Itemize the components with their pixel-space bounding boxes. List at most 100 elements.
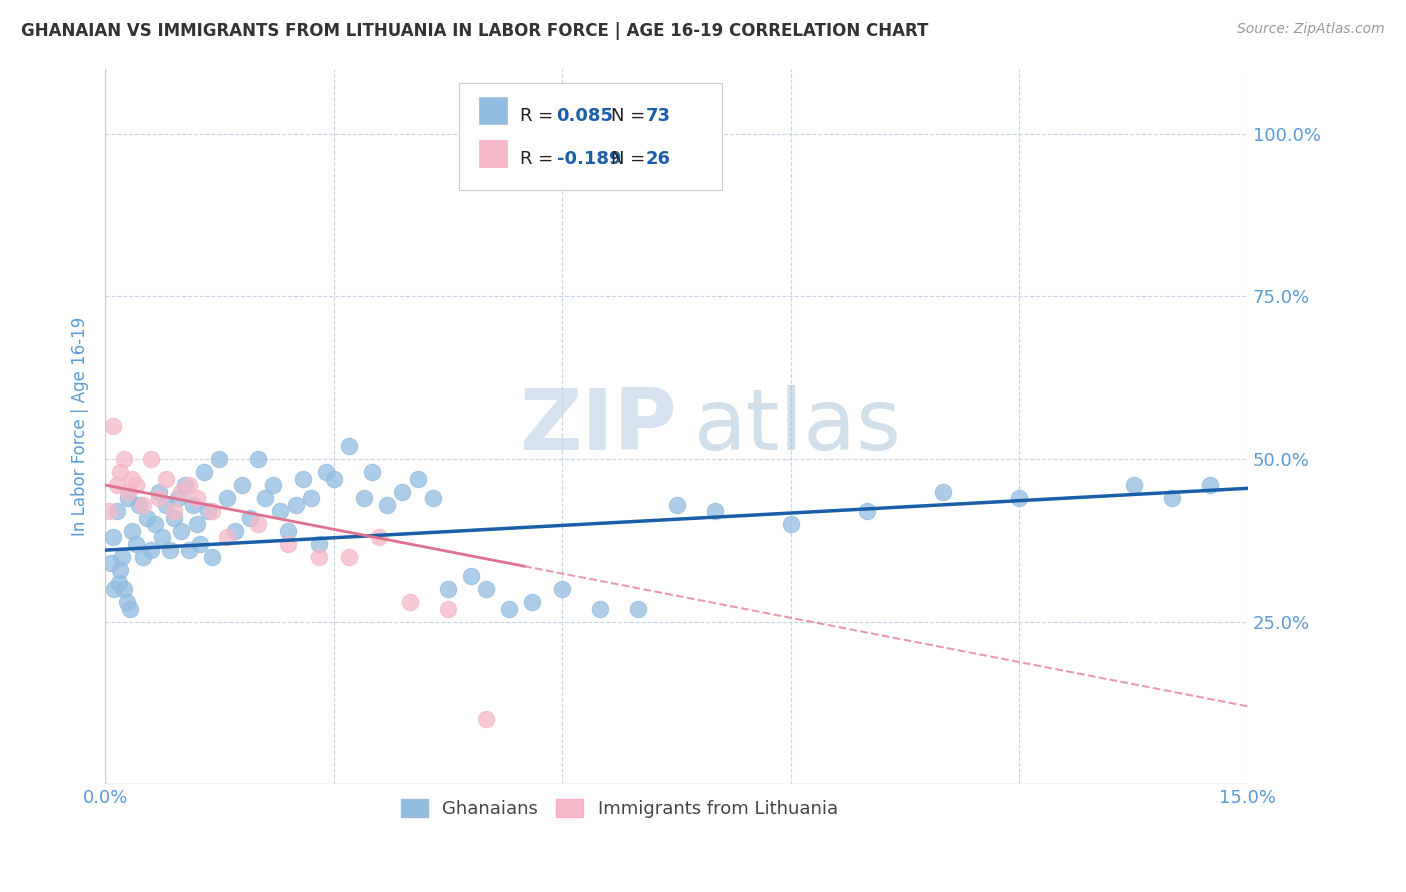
Point (277, 524, 299, 538)
FancyBboxPatch shape (479, 140, 508, 168)
Point (406, 471, 429, 485)
Point (170, 524, 193, 538)
Point (308, 549, 330, 564)
Point (115, 595, 138, 609)
Point (856, 504, 879, 518)
FancyBboxPatch shape (460, 83, 723, 190)
Y-axis label: In Labor Force | Age 16-19: In Labor Force | Age 16-19 (72, 317, 89, 536)
Point (284, 498, 307, 512)
Point (197, 504, 219, 518)
Point (132, 498, 155, 512)
Point (224, 524, 246, 538)
Point (190, 536, 212, 550)
Point (308, 536, 330, 550)
Point (360, 465, 382, 479)
Text: N =: N = (612, 150, 651, 168)
Point (551, 582, 574, 597)
Point (125, 536, 148, 550)
Point (121, 471, 143, 485)
Point (217, 530, 239, 544)
Point (136, 510, 159, 524)
Point (177, 543, 200, 558)
Text: ZIP: ZIP (519, 385, 676, 468)
Point (193, 465, 215, 479)
Text: -0.189: -0.189 (557, 150, 621, 168)
Point (299, 491, 322, 505)
Point (112, 452, 135, 467)
Point (322, 471, 344, 485)
Point (460, 569, 482, 583)
Point (665, 498, 688, 512)
Point (208, 452, 231, 467)
Point (231, 478, 253, 492)
Point (111, 549, 134, 564)
Point (148, 491, 170, 505)
Point (422, 491, 444, 505)
Point (155, 498, 177, 512)
Point (100, 556, 122, 570)
Point (132, 549, 155, 564)
Text: 0.085: 0.085 (557, 107, 613, 125)
Point (337, 549, 360, 564)
Text: R =: R = (520, 150, 560, 168)
Point (174, 478, 197, 492)
Point (262, 478, 284, 492)
Point (125, 478, 148, 492)
Point (1160, 491, 1182, 505)
Point (589, 601, 612, 615)
Point (143, 517, 166, 532)
Point (201, 549, 224, 564)
Point (703, 504, 725, 518)
Point (139, 543, 162, 558)
Point (155, 471, 177, 485)
FancyBboxPatch shape (479, 97, 508, 124)
Point (121, 524, 143, 538)
Point (269, 504, 291, 518)
Text: R =: R = (520, 107, 560, 125)
Point (170, 484, 193, 499)
Point (368, 530, 391, 544)
Text: Source: ZipAtlas.com: Source: ZipAtlas.com (1237, 22, 1385, 37)
Point (437, 601, 460, 615)
Point (150, 530, 173, 544)
Point (112, 582, 135, 597)
Point (239, 510, 262, 524)
Point (277, 536, 299, 550)
Point (201, 504, 224, 518)
Point (105, 478, 128, 492)
Point (98, 504, 121, 518)
Point (246, 452, 269, 467)
Point (627, 601, 650, 615)
Text: atlas: atlas (693, 385, 901, 468)
Point (246, 517, 269, 532)
Point (118, 601, 141, 615)
Point (217, 491, 239, 505)
Point (498, 601, 520, 615)
Point (110, 465, 132, 479)
Point (163, 510, 186, 524)
Text: GHANAIAN VS IMMIGRANTS FROM LITHUANIA IN LABOR FORCE | AGE 16-19 CORRELATION CHA: GHANAIAN VS IMMIGRANTS FROM LITHUANIA IN… (21, 22, 928, 40)
Point (353, 491, 375, 505)
Point (103, 582, 125, 597)
Point (110, 563, 132, 577)
Point (186, 491, 208, 505)
Point (108, 575, 131, 590)
Point (475, 712, 498, 726)
Point (105, 504, 128, 518)
Legend: Ghanaians, Immigrants from Lithuania: Ghanaians, Immigrants from Lithuania (394, 792, 845, 825)
Point (166, 491, 188, 505)
Text: N =: N = (612, 107, 651, 125)
Point (117, 491, 139, 505)
Point (254, 491, 277, 505)
Point (159, 543, 181, 558)
Point (117, 484, 139, 499)
Point (475, 582, 498, 597)
Text: 73: 73 (645, 107, 671, 125)
Point (181, 498, 204, 512)
Point (1122, 478, 1144, 492)
Point (375, 498, 398, 512)
Point (128, 498, 150, 512)
Point (520, 595, 543, 609)
Point (399, 595, 422, 609)
Point (101, 419, 124, 434)
